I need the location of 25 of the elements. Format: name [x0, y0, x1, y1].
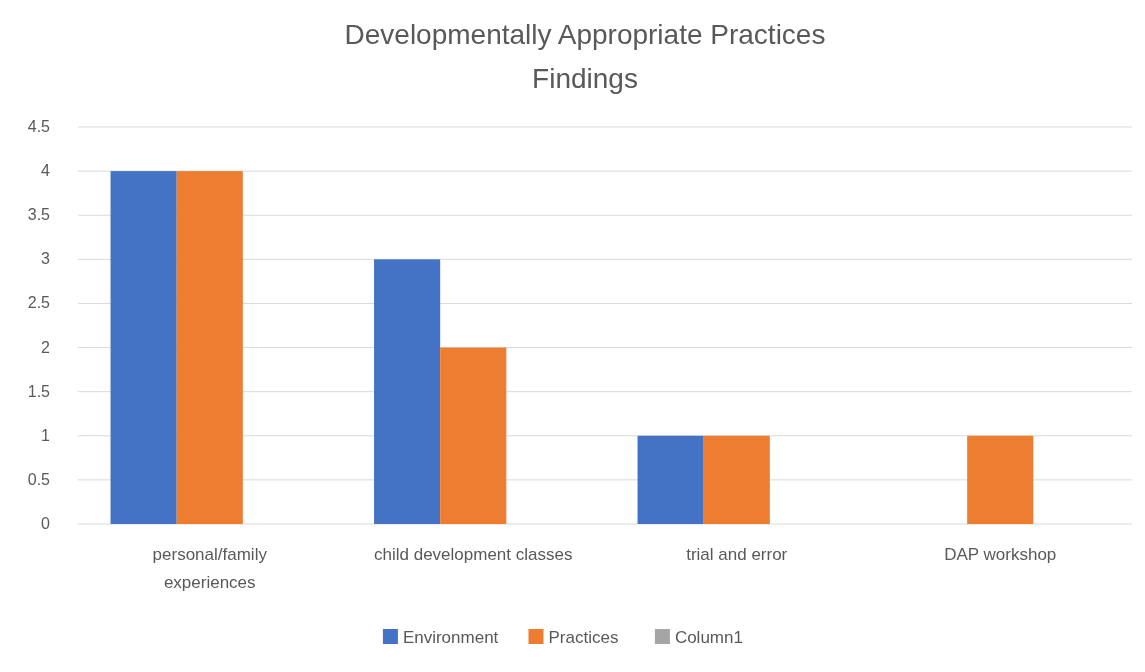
x-tick-label: personal/family experiences	[152, 545, 268, 592]
y-tick-label: 4.5	[27, 118, 51, 135]
x-tick-label: child development classes	[374, 545, 573, 564]
y-tick-label: 1	[41, 426, 51, 444]
y-tick-label: 0	[41, 515, 51, 532]
x-tick-label: DAP workshop	[944, 545, 1057, 564]
bar	[176, 171, 243, 524]
bar	[967, 435, 1034, 524]
y-tick-label: 2	[41, 338, 51, 356]
bar	[703, 435, 770, 524]
x-tick-label: trial and error	[686, 545, 788, 564]
y-tick-label: 0.5	[27, 470, 51, 488]
y-tick-label: 3	[41, 250, 51, 268]
y-tick-label: 1.5	[27, 382, 51, 400]
legend-label: Practices	[548, 628, 619, 647]
y-tick-label: 4	[41, 162, 51, 180]
bar	[440, 347, 507, 524]
legend-label: Environment	[402, 628, 499, 647]
bar	[637, 435, 704, 524]
legend-label: Column1	[674, 628, 743, 647]
y-tick-label: 2.5	[27, 294, 51, 312]
chart-title: Developmentally Appropriate Practices Findings	[344, 19, 826, 94]
y-tick-label: 3.5	[27, 206, 51, 224]
bar	[374, 259, 441, 524]
bar	[110, 171, 177, 524]
